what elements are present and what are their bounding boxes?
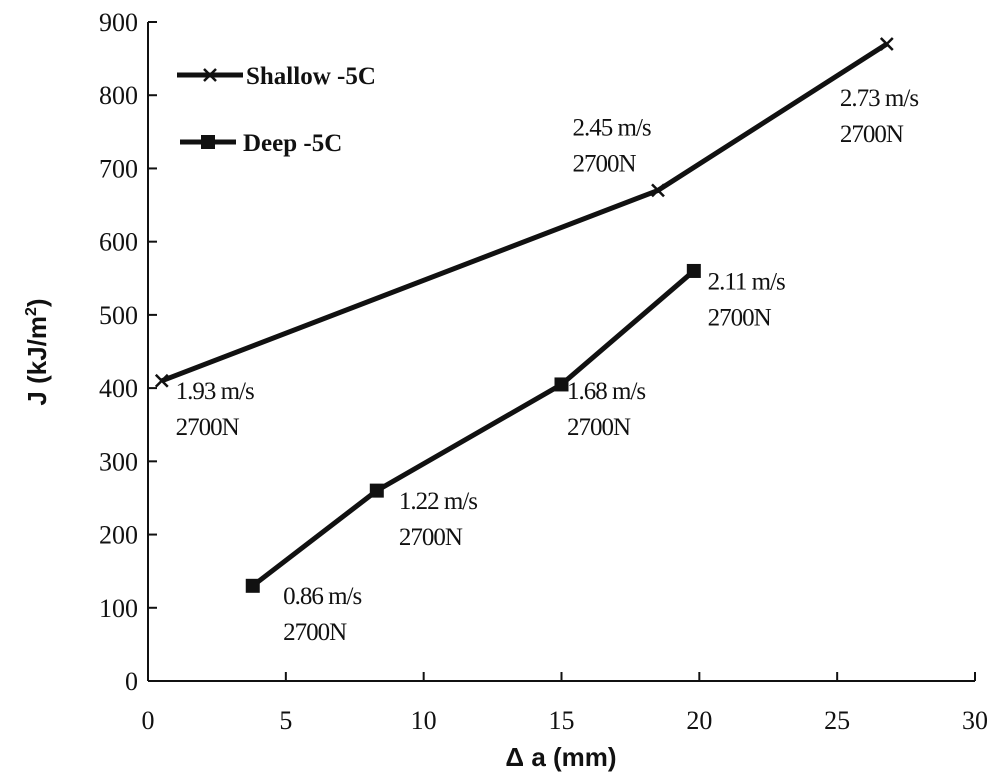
x-tick-label: 30: [962, 706, 988, 735]
y-tick-label: 200: [99, 521, 138, 550]
annotation-speed: 2.73 m/s: [840, 85, 918, 112]
data-point-square-marker: [554, 377, 569, 392]
data-point-square-marker: [369, 483, 384, 498]
annotation-load: 2700N: [399, 524, 463, 551]
annotation-speed: 0.86 m/s: [283, 583, 361, 610]
y-tick-label: 300: [99, 447, 138, 476]
annotation-speed: 1.68 m/s: [567, 378, 645, 405]
x-tick-label: 10: [411, 706, 437, 735]
annotation-speed: 1.22 m/s: [399, 488, 477, 515]
annotation-load: 2700N: [573, 150, 637, 177]
annotations: 1.93 m/s 2700N 2.45 m/s 2700N 2.73 m/s 2700N 0…: [176, 85, 920, 646]
x-tick-label: 20: [686, 706, 712, 735]
series-shallow: [154, 37, 894, 388]
legend-item-shallow: Shallow -5C: [177, 63, 376, 90]
annotation-load: 2700N: [567, 414, 631, 441]
y-axis-title-close: ): [22, 298, 52, 307]
series-deep: [245, 263, 701, 593]
y-tick-label: 900: [99, 8, 138, 37]
series-group: [154, 37, 894, 593]
y-axis-title-superscript: 2: [23, 307, 40, 316]
data-point-x-marker: [203, 68, 217, 82]
annotation-speed: 1.93 m/s: [176, 378, 254, 405]
y-ticks: 0 100 200 300 400 500 600 700 800 900: [99, 8, 157, 696]
x-tick-label: 15: [549, 706, 575, 735]
annotation-load: 2700N: [708, 304, 772, 331]
y-tick-label: 800: [99, 81, 138, 110]
y-tick-label: 0: [125, 667, 138, 696]
annotation-load: 2700N: [840, 121, 904, 148]
x-ticks: 0 5 10 15 20 25 30: [142, 672, 988, 735]
data-point-square-marker: [686, 263, 701, 278]
legend: Shallow -5C Deep -5C: [177, 63, 376, 157]
annotation-load: 2700N: [176, 414, 240, 441]
y-axis-title: J (kJ/m2): [22, 298, 52, 405]
data-point-square-marker: [245, 578, 260, 593]
y-tick-label: 100: [99, 594, 138, 623]
legend-label: Deep -5C: [243, 130, 342, 157]
data-point-square-marker: [201, 135, 215, 149]
x-tick-label: 0: [142, 706, 155, 735]
x-axis-title: Δ a (mm): [505, 742, 616, 772]
data-point-x-marker: [651, 183, 665, 198]
y-tick-label: 700: [99, 154, 138, 183]
data-point-x-marker: [879, 37, 894, 51]
x-tick-label: 5: [279, 706, 292, 735]
y-tick-label: 600: [99, 228, 138, 257]
data-point-x-marker: [154, 373, 169, 388]
y-tick-label: 400: [99, 374, 138, 403]
annotation-speed: 2.11 m/s: [708, 268, 785, 295]
legend-item-deep: Deep -5C: [180, 130, 342, 157]
x-tick-label: 25: [824, 706, 850, 735]
series-line: [160, 41, 889, 384]
y-axis-title-main: J (kJ/m: [22, 316, 52, 406]
y-tick-label: 500: [99, 301, 138, 330]
series-line: [251, 269, 696, 588]
annotation-speed: 2.45 m/s: [573, 114, 651, 141]
annotation-load: 2700N: [283, 619, 347, 646]
legend-label: Shallow -5C: [246, 63, 376, 90]
